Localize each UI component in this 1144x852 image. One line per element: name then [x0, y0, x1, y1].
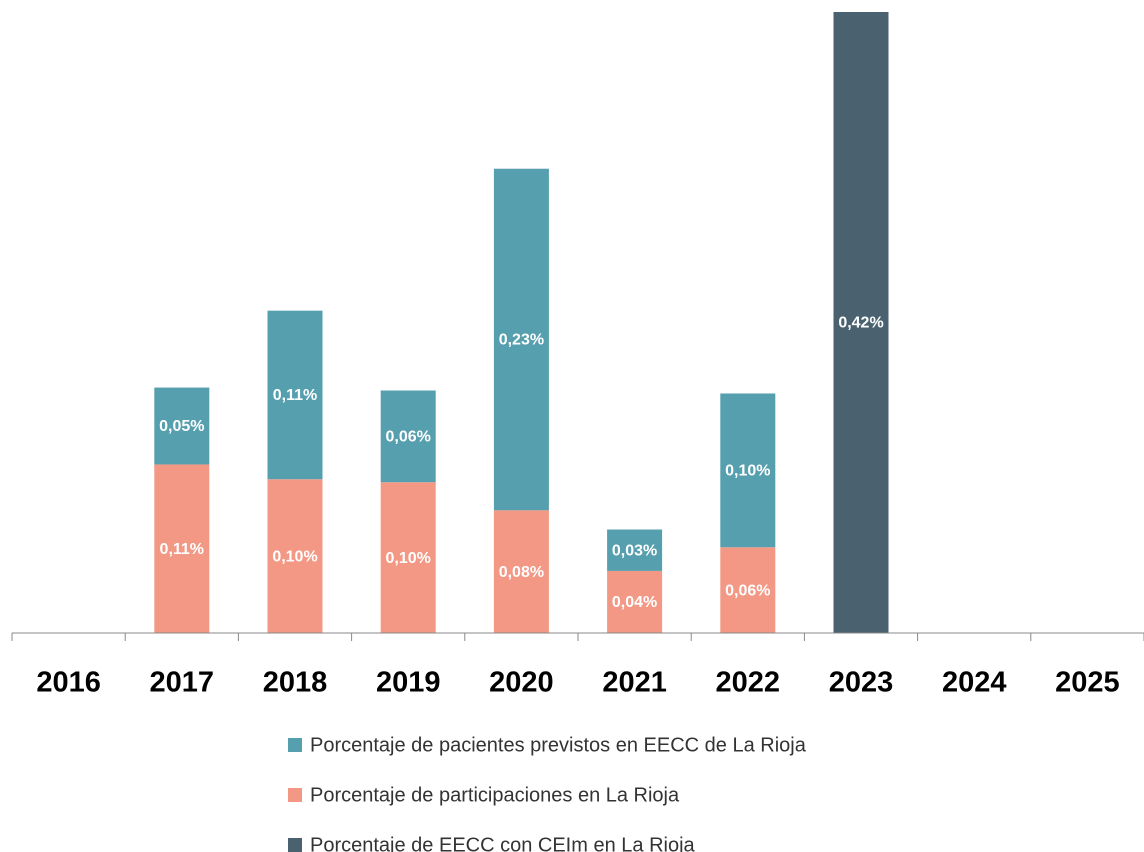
x-tick-label: 2020	[489, 667, 554, 699]
bar-segment	[493, 168, 549, 511]
data-label: 0,10%	[386, 550, 431, 567]
data-label: 0,03%	[612, 542, 657, 559]
data-label: 0,11%	[160, 541, 204, 558]
data-label: 0,10%	[272, 548, 317, 565]
x-tick-label: 2021	[602, 667, 667, 699]
bar-segment	[493, 510, 549, 633]
data-label: 0,05%	[159, 418, 204, 435]
bar-segment	[833, 12, 889, 633]
x-tick-label: 2022	[716, 667, 781, 699]
bar-segment	[154, 387, 210, 465]
x-tick-label: 2016	[36, 667, 101, 699]
x-tick-label: 2019	[376, 667, 441, 699]
data-label: 0,42%	[838, 315, 883, 332]
data-label: 0,08%	[499, 564, 544, 581]
legend-label: Porcentaje de participaciones en La Rioj…	[310, 784, 680, 806]
data-label: 0,23%	[499, 332, 544, 349]
bar-segment	[380, 390, 436, 483]
legend-label: Porcentaje de pacientes previstos en EEC…	[310, 734, 807, 756]
legend-swatch	[288, 738, 302, 752]
x-tick-label: 2017	[150, 667, 215, 699]
bar-segment	[267, 310, 323, 480]
x-tick-label: 2024	[942, 667, 1007, 699]
legend-label: Porcentaje de EECC con CEIm en La Rioja	[310, 834, 696, 852]
legend-swatch	[288, 788, 302, 802]
x-tick-label: 2025	[1055, 667, 1120, 699]
data-label: 0,11%	[273, 387, 317, 404]
bar-segment	[607, 529, 663, 571]
legend-swatch	[288, 838, 302, 852]
bar-segment	[380, 482, 436, 633]
x-tick-label: 2018	[263, 667, 328, 699]
bar-segment	[607, 570, 663, 633]
bar-segment	[267, 479, 323, 633]
bar-segment	[154, 464, 210, 633]
data-label: 0,06%	[725, 582, 770, 599]
x-tick-label: 2023	[829, 667, 894, 699]
data-label: 0,04%	[612, 594, 657, 611]
data-label: 0,10%	[725, 463, 770, 480]
bar-segment	[720, 393, 776, 548]
data-label: 0,06%	[386, 429, 431, 446]
bar-segment	[720, 547, 776, 633]
